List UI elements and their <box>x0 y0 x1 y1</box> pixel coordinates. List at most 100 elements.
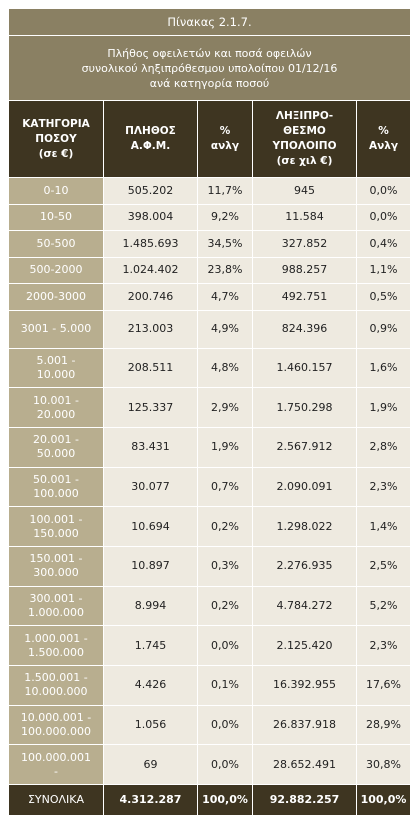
data-row: 2000-3000 200.746 4,7% 492.751 0,5% <box>8 283 412 311</box>
data-row: 100.000.001 -69 0,0% 28.652.491 30,8% <box>8 744 412 786</box>
data-row: 5.001 - 10.000 208.511 4,8% 1.460.157 1,6% <box>8 347 412 389</box>
category-cell: 100.001 - 150.000 <box>8 506 104 547</box>
data-row: 10.000.001 - 100.000.000 1.056 0,0% 26.837.… <box>8 704 412 746</box>
data-row: 50-500 1.485.693 34,5% 327.852 0,4% <box>8 230 412 258</box>
category-cell: 3001 - 5.000 <box>8 309 104 349</box>
value-cell: 125.337 <box>103 387 198 428</box>
value-cell: 2,3% <box>355 625 412 666</box>
value-cell: 0,7% <box>197 466 253 508</box>
value-cell: 8.994 <box>103 585 198 627</box>
value-cell: 4.784.272 <box>252 585 357 627</box>
value-cell: 213.003 <box>103 309 198 349</box>
value-cell: 30,8% <box>355 744 412 786</box>
value-cell: 1.056 <box>103 704 198 746</box>
value-cell: 200.746 <box>103 283 198 311</box>
value-cell: 0,5% <box>355 283 412 311</box>
total-cell: 92.882.257 <box>252 784 357 817</box>
value-cell: 1,9% <box>355 387 412 428</box>
value-cell: 4,8% <box>197 347 253 389</box>
value-cell: 26.837.918 <box>252 704 357 746</box>
value-cell: 0,0% <box>197 744 253 786</box>
value-cell: 16.392.955 <box>252 665 357 706</box>
value-cell: 1,6% <box>355 347 412 389</box>
value-cell: 23,8% <box>197 256 253 284</box>
value-cell: 10.897 <box>103 545 198 587</box>
value-cell: 69 <box>103 744 198 786</box>
value-cell: 1.024.402 <box>103 256 198 284</box>
category-cell: 500-2000 <box>8 256 104 284</box>
category-cell: 20.001 - 50.000 <box>8 426 104 468</box>
category-cell: 1.000.001 - 1.500.000 <box>8 625 104 666</box>
category-cell: 5.001 - 10.000 <box>8 347 104 389</box>
category-cell: 150.001 - 300.000 <box>8 545 104 587</box>
total-row: ΣΥΝΟΛΙΚΑ 4.312.287 100,0% 92.882.257 100,0% <box>8 784 412 817</box>
value-cell: 2,3% <box>355 466 412 508</box>
value-cell: 9,2% <box>197 203 253 231</box>
data-row: 150.001 - 300.000 10.897 0,3% 2.276.935 2,5% <box>8 545 412 587</box>
category-cell: 2000-3000 <box>8 283 104 311</box>
subtitle-row: Πλήθος οφειλετών και ποσά οφειλών συνολι… <box>7 35 412 101</box>
value-cell: 945 <box>252 177 357 205</box>
value-cell: 2.090.091 <box>252 466 357 508</box>
value-cell: 1,4% <box>355 506 412 547</box>
value-cell: 28.652.491 <box>252 744 357 786</box>
data-row: 100.001 - 150.000 10.694 0,2% 1.298.022 1,4% <box>8 506 412 547</box>
header-cell: % Ανλγ <box>355 100 412 178</box>
value-cell: 0,0% <box>355 177 412 205</box>
value-cell: 492.751 <box>252 283 357 311</box>
data-row: 1.000.001 - 1.500.000 1.745 0,0% 2.125.420 2… <box>8 625 412 666</box>
value-cell: 0,0% <box>197 625 253 666</box>
category-cell: 50-500 <box>8 230 104 258</box>
table-title: Πίνακας 2.1.7. <box>7 8 412 36</box>
data-row: 0-10 505.202 11,7% 945 0,0% <box>8 177 412 205</box>
total-cell: 100,0% <box>197 784 253 817</box>
header-cell: ΠΛΗΘΟΣ Α.Φ.Μ. <box>103 100 198 178</box>
value-cell: 0,9% <box>355 309 412 349</box>
category-cell: 100.000.001 - <box>8 744 104 786</box>
value-cell: 11,7% <box>197 177 253 205</box>
value-cell: 4.426 <box>103 665 198 706</box>
value-cell: 2,8% <box>355 426 412 468</box>
value-cell: 28,9% <box>355 704 412 746</box>
value-cell: 1,1% <box>355 256 412 284</box>
value-cell: 0,0% <box>197 704 253 746</box>
value-cell: 1.485.693 <box>103 230 198 258</box>
value-cell: 1,9% <box>197 426 253 468</box>
value-cell: 2,9% <box>197 387 253 428</box>
header-cell: % ανλγ <box>197 100 253 178</box>
value-cell: 505.202 <box>103 177 198 205</box>
value-cell: 30.077 <box>103 466 198 508</box>
category-cell: 300.001 - 1.000.000 <box>8 585 104 627</box>
value-cell: 17,6% <box>355 665 412 706</box>
data-row: 50.001 - 100.000 30.077 0,7% 2.090.091 2,3% <box>8 466 412 508</box>
category-cell: 0-10 <box>8 177 104 205</box>
category-cell: 50.001 - 100.000 <box>8 466 104 508</box>
value-cell: 11.584 <box>252 203 357 231</box>
header-cell: ΚΑΤΗΓΟΡΙΑ ΠΟΣΟΥ (σε €) <box>8 100 104 178</box>
value-cell: 988.257 <box>252 256 357 284</box>
data-row: 300.001 - 1.000.000 8.994 0,2% 4.784.272 5,2… <box>8 585 412 627</box>
value-cell: 10.694 <box>103 506 198 547</box>
value-cell: 4,9% <box>197 309 253 349</box>
header-cell: ΛΗΞΙΠΡΟ- ΘΕΣΜΟ ΥΠΟΛΟΙΠΟ (σε χιλ €) <box>252 100 357 178</box>
value-cell: 0,2% <box>197 585 253 627</box>
value-cell: 2,5% <box>355 545 412 587</box>
data-row: 10-50 398.004 9,2% 11.584 0,0% <box>8 203 412 231</box>
category-cell: 10.000.001 - 100.000.000 <box>8 704 104 746</box>
data-row: 3001 - 5.000 213.003 4,9% 824.396 0,9% <box>8 309 412 349</box>
data-row: 500-2000 1.024.402 23,8% 988.257 1,1% <box>8 256 412 284</box>
value-cell: 34,5% <box>197 230 253 258</box>
category-cell: 1.500.001 - 10.000.000 <box>8 665 104 706</box>
title-row: Πίνακας 2.1.7. <box>7 8 412 36</box>
value-cell: 824.396 <box>252 309 357 349</box>
value-cell: 327.852 <box>252 230 357 258</box>
value-cell: 4,7% <box>197 283 253 311</box>
data-row: 10.001 - 20.000 125.337 2,9% 1.750.298 1,9% <box>8 387 412 428</box>
data-row: 20.001 - 50.000 83.431 1,9% 2.567.912 2,8% <box>8 426 412 468</box>
value-cell: 1.750.298 <box>252 387 357 428</box>
debt-table: Πίνακας 2.1.7. Πλήθος οφειλετών και ποσά… <box>7 8 412 817</box>
data-row: 1.500.001 - 10.000.000 4.426 0,1% 16.392.95… <box>8 665 412 706</box>
value-cell: 1.460.157 <box>252 347 357 389</box>
header-row: ΚΑΤΗΓΟΡΙΑ ΠΟΣΟΥ (σε €) ΠΛΗΘΟΣ Α.Φ.Μ.% ανλ… <box>8 100 412 178</box>
value-cell: 208.511 <box>103 347 198 389</box>
